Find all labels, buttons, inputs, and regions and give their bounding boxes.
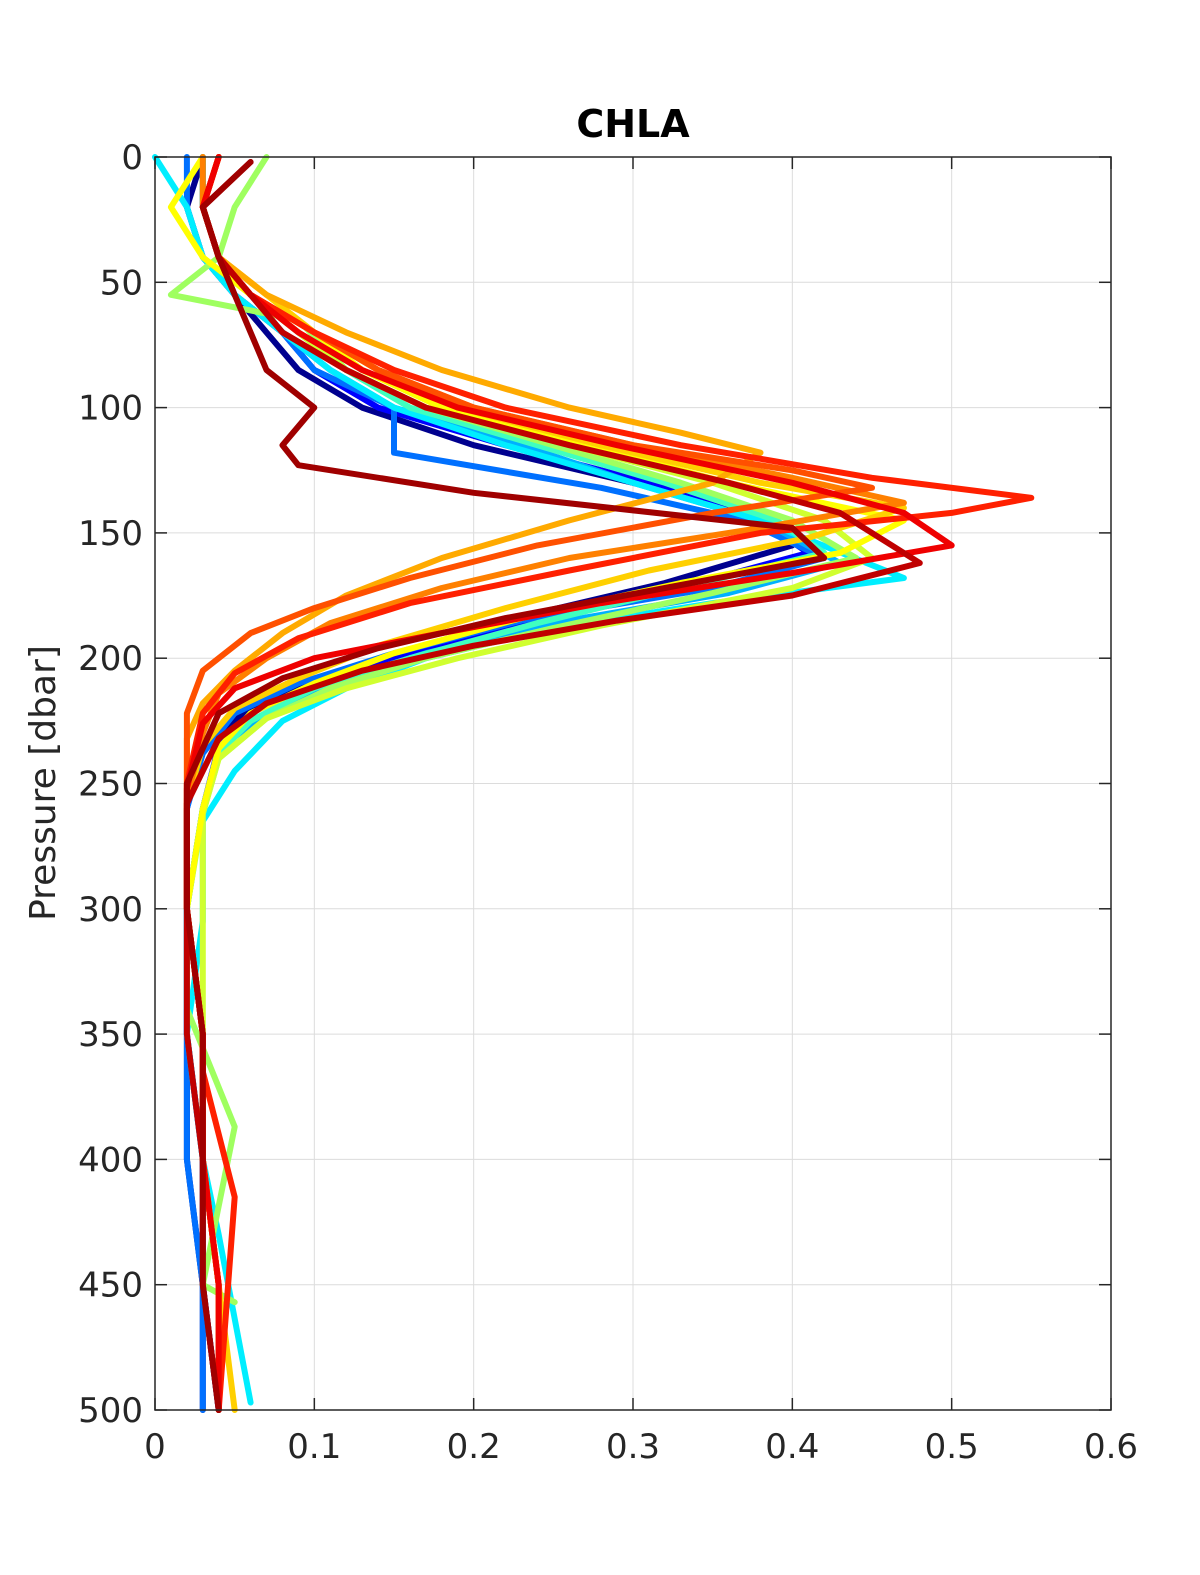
chart-title: CHLA bbox=[576, 102, 690, 146]
x-tick-label: 0.5 bbox=[925, 1427, 979, 1467]
y-tick-label: 0 bbox=[121, 138, 143, 178]
y-tick-label: 50 bbox=[100, 263, 143, 303]
x-tick-label: 0.4 bbox=[765, 1427, 819, 1467]
x-tick-label: 0 bbox=[144, 1427, 166, 1467]
y-tick-label: 450 bbox=[78, 1266, 143, 1306]
y-tick-label: 250 bbox=[78, 765, 143, 805]
x-tick-label: 0.2 bbox=[447, 1427, 501, 1467]
y-tick-label: 500 bbox=[78, 1391, 143, 1431]
profile-series-16 bbox=[183, 159, 923, 1413]
x-tick-labels: 0 0.1 0.2 0.3 0.4 0.5 0.6 bbox=[144, 1427, 1138, 1467]
y-tick-labels: 0 50 100 150 200 250 300 350 400 450 500 bbox=[78, 138, 143, 1431]
y-tick-label: 300 bbox=[78, 890, 143, 930]
y-tick-label: 100 bbox=[78, 389, 143, 429]
y-tick-label: 200 bbox=[78, 639, 143, 679]
tick-marks bbox=[154, 156, 1112, 1411]
y-tick-label: 400 bbox=[78, 1140, 143, 1180]
y-tick-label: 350 bbox=[78, 1015, 143, 1055]
profile-series-17 bbox=[183, 159, 828, 1413]
x-tick-label: 0.6 bbox=[1084, 1427, 1138, 1467]
profile-series-group bbox=[152, 154, 1035, 1413]
x-tick-label: 0.1 bbox=[287, 1427, 341, 1467]
y-tick-label: 150 bbox=[78, 514, 143, 554]
x-tick-label: 0.3 bbox=[606, 1427, 660, 1467]
y-axis-title: Pressure [dbar] bbox=[23, 645, 64, 921]
